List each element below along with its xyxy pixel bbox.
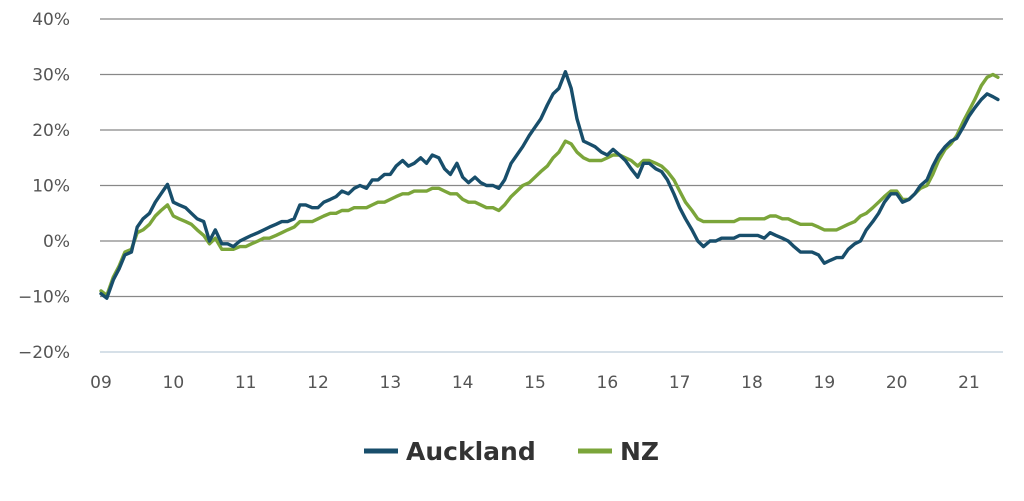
x-tick-label: 13	[380, 373, 402, 393]
x-tick-label: 12	[307, 373, 329, 393]
x-tick-label: 21	[958, 373, 980, 393]
series-line-nz	[99, 72, 1000, 298]
legend-label-auckland: Auckland	[406, 437, 536, 466]
legend: Auckland NZ	[364, 437, 659, 466]
series-line-auckland	[99, 70, 1000, 300]
y-tick-label: 10%	[32, 177, 70, 197]
x-tick-label: 14	[452, 373, 474, 393]
x-tick-label: 19	[814, 373, 836, 393]
gridlines	[100, 18, 1003, 353]
x-tick-label: 15	[524, 373, 546, 393]
series-lines	[99, 70, 1000, 300]
y-tick-label: −10%	[18, 288, 70, 308]
x-tick-label: 11	[235, 373, 257, 393]
y-tick-label: 0%	[43, 232, 70, 252]
x-tick-label: 16	[597, 373, 619, 393]
x-axis-tick-labels: 09 10 11 12 13 14 15 16 17 18 19 20 21	[90, 373, 980, 393]
x-tick-label: 10	[163, 373, 185, 393]
y-tick-label: −20%	[18, 343, 70, 363]
y-tick-label: 30%	[32, 66, 70, 86]
x-tick-label: 09	[90, 373, 112, 393]
legend-label-nz: NZ	[620, 437, 659, 466]
y-tick-label: 20%	[32, 121, 70, 141]
x-tick-label: 17	[669, 373, 691, 393]
y-tick-label: 40%	[32, 10, 70, 30]
x-tick-label: 20	[886, 373, 908, 393]
y-axis-tick-labels: −20% −10% 0% 10% 20% 30% 40%	[18, 10, 70, 363]
x-tick-label: 18	[741, 373, 763, 393]
